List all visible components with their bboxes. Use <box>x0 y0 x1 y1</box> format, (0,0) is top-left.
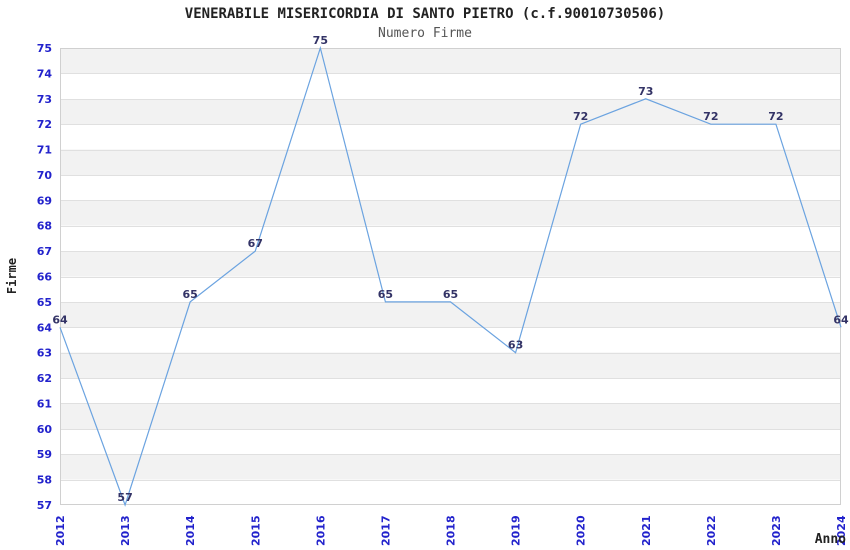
chart-title: VENERABILE MISERICORDIA DI SANTO PIETRO … <box>184 6 666 22</box>
svg-text:2018: 2018 <box>445 515 458 546</box>
svg-text:68: 68 <box>37 220 52 233</box>
svg-text:73: 73 <box>37 93 52 106</box>
svg-text:72: 72 <box>703 110 718 123</box>
svg-text:66: 66 <box>37 271 53 284</box>
svg-text:67: 67 <box>37 245 52 258</box>
svg-text:2022: 2022 <box>705 515 718 546</box>
svg-text:65: 65 <box>37 296 52 309</box>
svg-text:59: 59 <box>37 448 52 461</box>
svg-text:57: 57 <box>117 491 132 504</box>
svg-text:2014: 2014 <box>184 515 197 546</box>
plot-border <box>60 48 841 505</box>
svg-text:64: 64 <box>833 313 849 326</box>
svg-text:2024: 2024 <box>835 515 848 546</box>
plot-bands <box>60 48 841 480</box>
svg-text:2012: 2012 <box>54 515 67 546</box>
svg-text:62: 62 <box>37 372 52 385</box>
svg-text:72: 72 <box>768 110 783 123</box>
svg-text:71: 71 <box>37 144 52 157</box>
y-tick-labels: 57 58 59 60 61 62 63 64 65 66 67 68 69 70 71 72 73 74 75 <box>37 42 53 512</box>
svg-text:63: 63 <box>508 339 523 352</box>
svg-text:65: 65 <box>378 288 393 301</box>
svg-text:75: 75 <box>37 42 52 55</box>
svg-text:67: 67 <box>248 237 263 250</box>
svg-text:64: 64 <box>37 321 53 334</box>
svg-text:2015: 2015 <box>249 515 262 546</box>
x-tick-labels: 2012 2013 2014 2015 2016 2017 2018 2019 2020 2021… <box>54 515 848 546</box>
svg-text:64: 64 <box>52 313 68 326</box>
svg-text:58: 58 <box>37 474 52 487</box>
svg-text:2016: 2016 <box>314 515 327 546</box>
svg-text:73: 73 <box>638 85 653 98</box>
svg-text:57: 57 <box>37 499 52 512</box>
svg-text:61: 61 <box>37 397 52 410</box>
svg-text:2017: 2017 <box>379 515 392 546</box>
svg-text:65: 65 <box>183 288 198 301</box>
svg-text:2019: 2019 <box>510 515 523 546</box>
svg-text:75: 75 <box>313 34 328 47</box>
svg-text:70: 70 <box>37 169 53 182</box>
x-axis-title: Anno <box>814 532 846 547</box>
y-axis-title: Firme <box>5 257 19 295</box>
svg-text:2021: 2021 <box>640 515 653 546</box>
grid-lines <box>60 73 841 481</box>
svg-text:2020: 2020 <box>575 515 588 546</box>
data-line-series <box>59 45 842 507</box>
svg-text:69: 69 <box>37 194 52 207</box>
svg-text:72: 72 <box>37 118 52 131</box>
svg-text:2013: 2013 <box>119 515 132 546</box>
svg-text:74: 74 <box>37 67 53 80</box>
chart-subtitle: Numero Firme <box>378 26 472 41</box>
svg-text:60: 60 <box>37 423 53 436</box>
svg-text:63: 63 <box>37 347 52 360</box>
svg-text:72: 72 <box>573 110 588 123</box>
svg-text:65: 65 <box>443 288 458 301</box>
data-point-labels: 64 57 65 67 75 65 65 63 72 73 72 72 64 <box>52 34 849 504</box>
svg-text:2023: 2023 <box>770 515 783 546</box>
